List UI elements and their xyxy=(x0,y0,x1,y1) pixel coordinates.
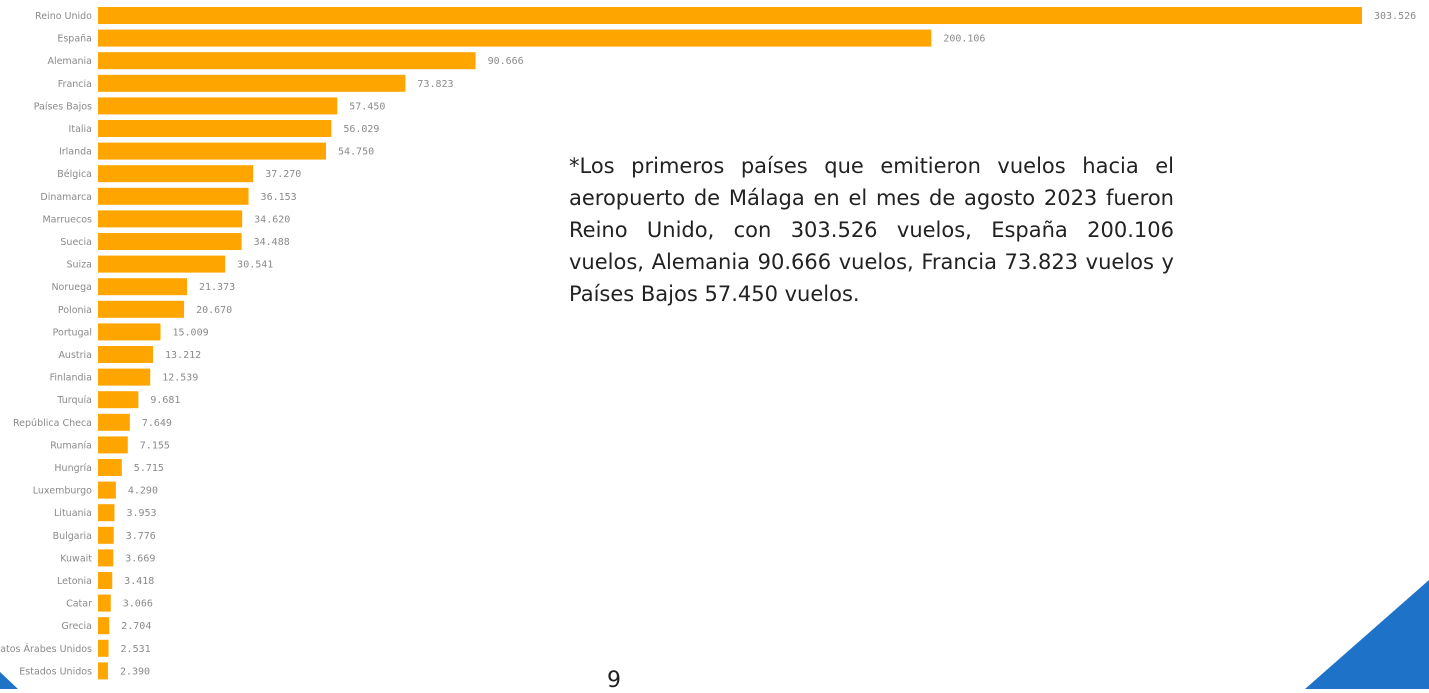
category-label: Catar xyxy=(66,599,92,610)
value-label: 9.681 xyxy=(150,395,180,406)
value-label: 30.541 xyxy=(237,260,273,271)
value-label: 36.153 xyxy=(261,192,297,203)
value-label: 21.373 xyxy=(199,282,235,293)
value-label: 5.715 xyxy=(134,463,164,474)
bar-27 xyxy=(98,617,110,635)
value-label: 2.390 xyxy=(120,666,150,677)
bar-14 xyxy=(98,323,161,341)
value-label: 54.750 xyxy=(338,147,374,158)
value-label: 20.670 xyxy=(196,305,232,316)
chart-note: *Los primeros países que emitieron vuelo… xyxy=(569,154,1174,306)
category-label: Turquía xyxy=(56,395,92,406)
value-label: 13.212 xyxy=(165,350,201,361)
value-label: 200.106 xyxy=(943,34,985,45)
bar-3 xyxy=(98,74,406,92)
category-label: Irlanda xyxy=(59,147,92,158)
bar-29 xyxy=(98,662,108,680)
bar-6 xyxy=(98,142,327,160)
bar-28 xyxy=(98,639,109,657)
category-label: Emiratos Árabes Unidos xyxy=(0,643,92,655)
value-label: 7.649 xyxy=(142,418,172,429)
category-label: Finlandia xyxy=(50,373,92,384)
bar-8 xyxy=(98,187,249,205)
bar-5 xyxy=(98,120,332,137)
category-label: República Checa xyxy=(13,418,92,429)
bar-9 xyxy=(98,210,243,228)
category-label: España xyxy=(57,34,92,45)
bar-11 xyxy=(98,255,226,273)
bar-25 xyxy=(98,572,113,589)
bar-24 xyxy=(98,549,114,567)
bar-22 xyxy=(98,504,115,522)
category-label: Estados Unidos xyxy=(19,666,92,677)
category-label: Bélgica xyxy=(57,169,92,180)
bar-16 xyxy=(98,368,151,386)
value-label: 2.704 xyxy=(121,621,151,632)
category-label: Polonia xyxy=(58,305,92,316)
value-label: 4.290 xyxy=(128,486,158,497)
category-label: Hungría xyxy=(54,463,92,474)
value-label: 7.155 xyxy=(140,440,170,451)
value-label: 57.450 xyxy=(349,101,385,112)
category-label: Dinamarca xyxy=(40,192,92,203)
bar-13 xyxy=(98,300,185,318)
category-label: Rumanía xyxy=(50,440,92,451)
category-label: Italia xyxy=(69,124,92,135)
category-label: Marruecos xyxy=(42,214,92,225)
bar-23 xyxy=(98,526,114,544)
bar-19 xyxy=(98,436,128,454)
category-label: Suecia xyxy=(60,237,92,248)
category-label: Suiza xyxy=(67,260,93,271)
category-label: Portugal xyxy=(53,327,92,338)
category-label: Bulgaria xyxy=(53,531,92,542)
value-label: 34.488 xyxy=(254,237,290,248)
category-label: Países Bajos xyxy=(34,101,92,112)
value-label: 3.418 xyxy=(124,576,154,587)
category-label: Kuwait xyxy=(60,553,92,564)
bar-1 xyxy=(98,29,932,47)
value-label: 73.823 xyxy=(417,79,453,90)
category-label: Francia xyxy=(58,79,92,90)
value-label: 3.776 xyxy=(126,531,156,542)
value-label: 34.620 xyxy=(254,214,290,225)
bar-26 xyxy=(98,594,111,612)
category-label: Reino Unido xyxy=(35,11,92,22)
bar-10 xyxy=(98,233,242,250)
value-label: 3.953 xyxy=(126,508,156,519)
bar-17 xyxy=(98,391,139,409)
value-label: 3.669 xyxy=(125,553,155,564)
category-label: Lituania xyxy=(54,508,92,519)
value-label: 3.066 xyxy=(123,599,153,610)
value-label: 303.526 xyxy=(1374,11,1416,22)
value-label: 56.029 xyxy=(343,124,379,135)
bar-20 xyxy=(98,459,122,476)
value-label: 90.666 xyxy=(488,56,524,67)
bar-4 xyxy=(98,97,338,115)
value-label: 37.270 xyxy=(265,169,301,180)
bar-12 xyxy=(98,278,188,296)
bar-15 xyxy=(98,346,154,363)
category-label: Luxemburgo xyxy=(33,486,92,497)
page-number: 9 xyxy=(607,668,621,693)
category-label: Noruega xyxy=(51,282,92,293)
category-label: Austria xyxy=(58,350,92,361)
value-label: 2.531 xyxy=(121,644,151,655)
bar-18 xyxy=(98,413,130,431)
value-label: 15.009 xyxy=(173,327,209,338)
category-label: Grecia xyxy=(61,621,92,632)
bar-0 xyxy=(98,7,1362,24)
bar-21 xyxy=(98,481,116,499)
category-label: Letonia xyxy=(57,576,92,587)
category-label: Alemania xyxy=(47,56,92,67)
value-label: 12.539 xyxy=(162,373,198,384)
bar-7 xyxy=(98,165,254,183)
bar-2 xyxy=(98,52,476,70)
